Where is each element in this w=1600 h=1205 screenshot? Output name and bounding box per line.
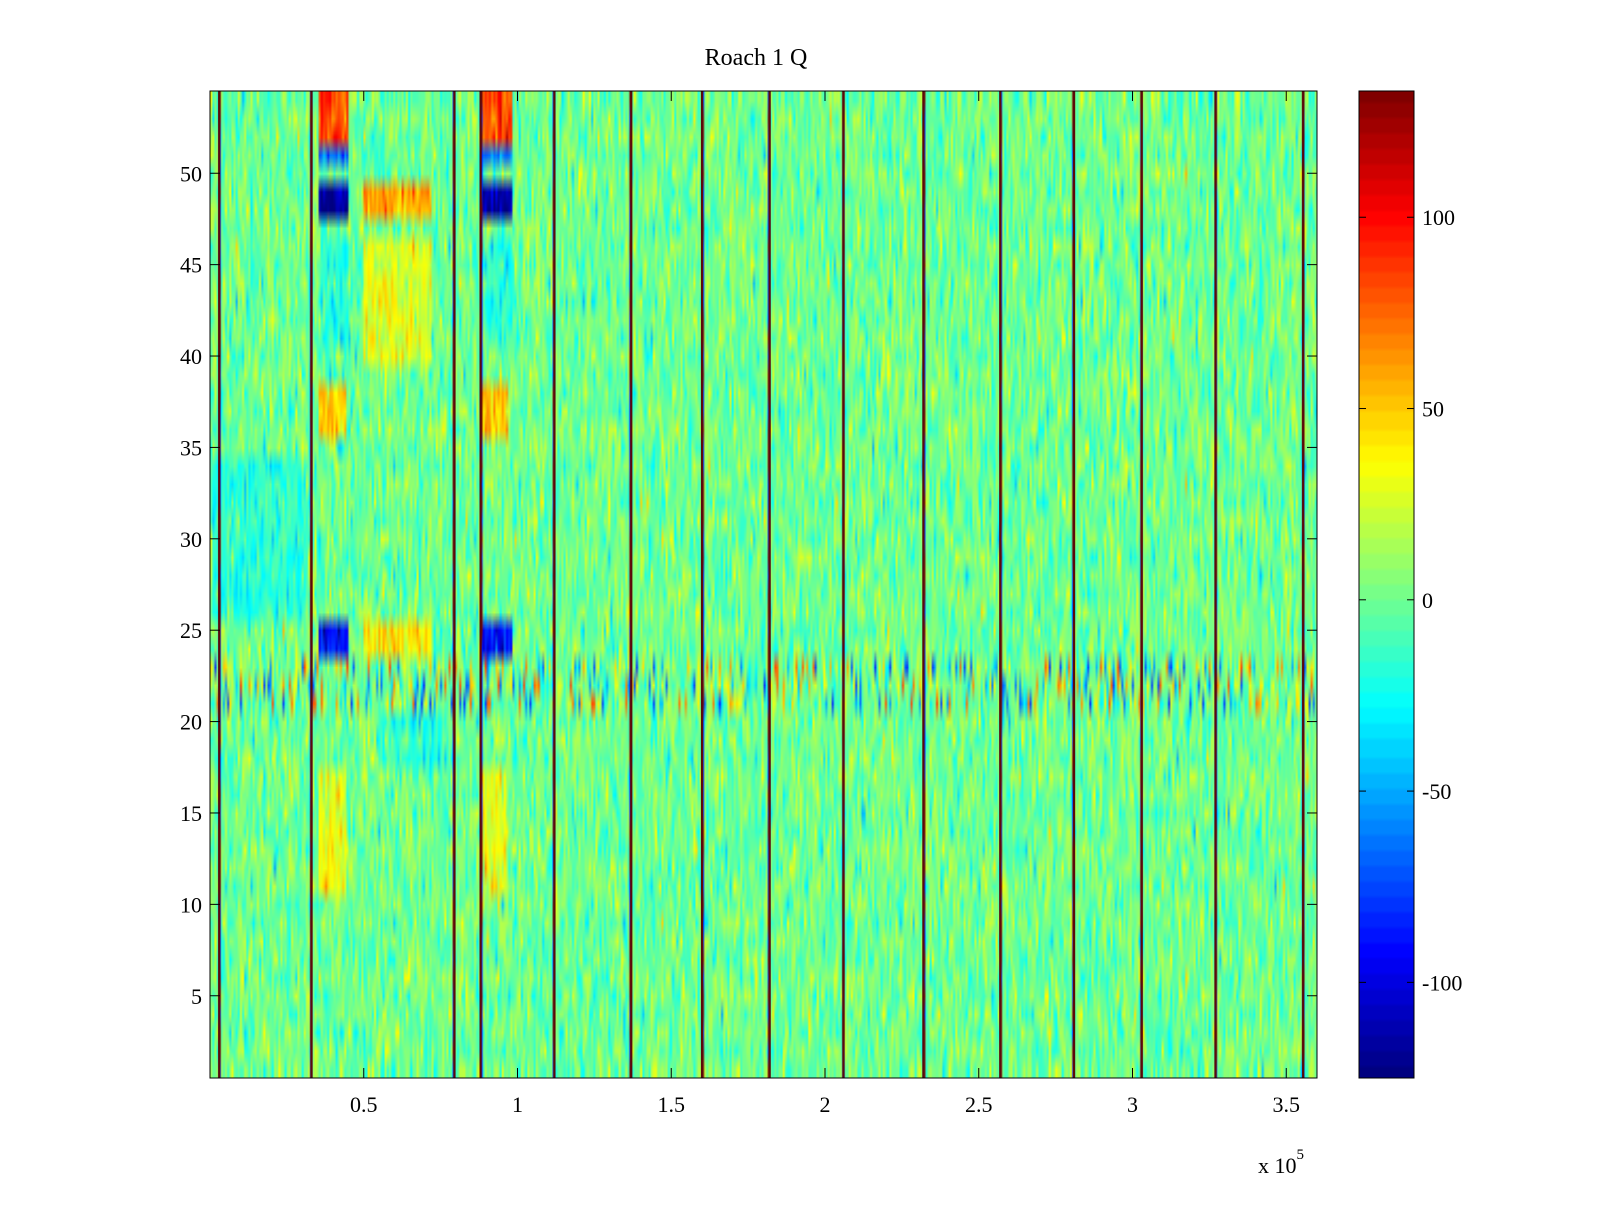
x-tick-label-0: 0.5 xyxy=(350,1092,378,1117)
colorbar-frame xyxy=(1358,90,1415,1079)
plot-frame xyxy=(209,90,1318,1079)
chart-title: Roach 1 Q xyxy=(705,45,808,71)
y-tick-label-4: 25 xyxy=(180,618,202,643)
y-tick-label-0: 5 xyxy=(191,984,202,1009)
colorbar-tick-label-3: -50 xyxy=(1422,779,1451,804)
separator-lines xyxy=(218,91,1305,1078)
x-tick-label-1: 1 xyxy=(512,1092,523,1117)
colorbar-tick-label-2: 0 xyxy=(1422,588,1433,613)
x-tick-label-4: 2.5 xyxy=(965,1092,993,1117)
x-axis-multiplier: x 105 xyxy=(1258,1147,1304,1178)
colorbar-tick-label-4: -100 xyxy=(1422,970,1462,995)
x-axis-ticks: 0.5 1 1.5 2 2.5 3 3.5 xyxy=(350,91,1300,1117)
y-tick-label-7: 40 xyxy=(180,344,202,369)
y-tick-label-6: 35 xyxy=(180,435,202,460)
x-tick-label-2: 1.5 xyxy=(658,1092,686,1117)
y-tick-label-2: 15 xyxy=(180,801,202,826)
y-tick-label-9: 50 xyxy=(180,161,202,186)
y-tick-label-1: 10 xyxy=(180,892,202,917)
heatmap-image xyxy=(210,91,1317,1078)
colorbar-tick-label-0: 100 xyxy=(1422,205,1455,230)
y-tick-label-8: 45 xyxy=(180,253,202,278)
x-tick-label-5: 3 xyxy=(1127,1092,1138,1117)
colorbar xyxy=(1359,91,1414,1078)
y-tick-label-5: 30 xyxy=(180,527,202,552)
colorbar-ticks: 100 50 0 -50 -100 xyxy=(1359,205,1462,995)
colorbar-tick-label-1: 50 xyxy=(1422,397,1444,422)
x-tick-label-6: 3.5 xyxy=(1273,1092,1301,1117)
y-axis-ticks: 5 10 15 20 25 30 35 40 45 50 xyxy=(180,161,1317,1009)
x-tick-label-3: 2 xyxy=(820,1092,831,1117)
y-tick-label-3: 20 xyxy=(180,710,202,735)
